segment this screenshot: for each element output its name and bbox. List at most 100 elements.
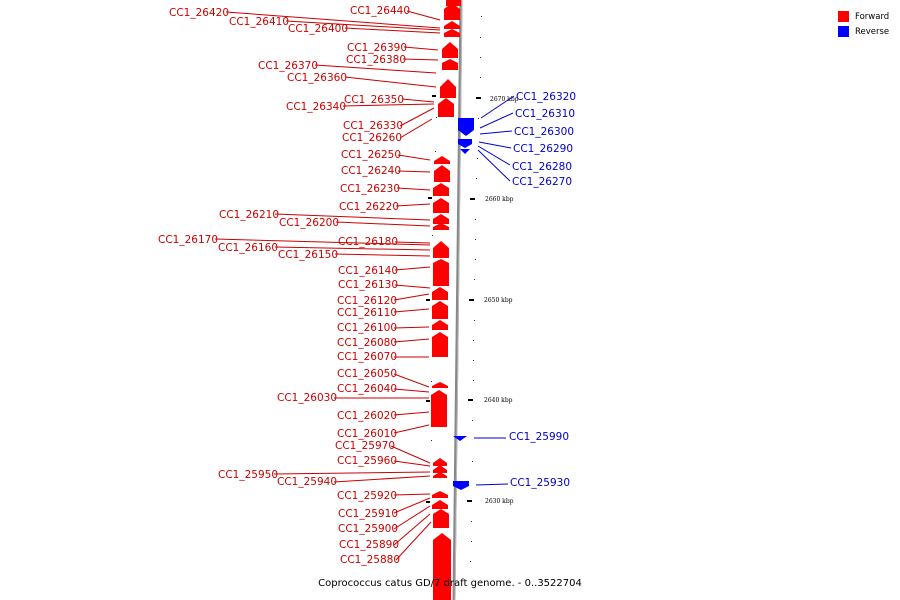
gene-label[interactable]: CC1_26300 xyxy=(514,126,574,138)
forward-gene-block[interactable] xyxy=(444,29,460,37)
gene-label[interactable]: CC1_26050 xyxy=(337,368,397,380)
scale-label: 2630 kbp xyxy=(485,498,514,505)
gene-label[interactable]: CC1_26400 xyxy=(288,23,348,35)
gene-label[interactable]: CC1_25880 xyxy=(340,554,400,566)
gene-label[interactable]: CC1_25910 xyxy=(338,508,398,520)
gene-label[interactable]: CC1_26160 xyxy=(218,242,278,254)
gene-label[interactable]: CC1_26100 xyxy=(337,322,397,334)
gene-label[interactable]: CC1_26410 xyxy=(229,16,289,28)
gene-label[interactable]: CC1_25900 xyxy=(338,523,398,535)
reverse-gene-labels xyxy=(474,95,515,486)
forward-gene-block[interactable] xyxy=(432,500,448,509)
gene-label[interactable]: CC1_26210 xyxy=(219,209,279,221)
gene-label[interactable]: CC1_26340 xyxy=(286,101,346,113)
gene-label[interactable]: CC1_25950 xyxy=(218,469,278,481)
gene-label[interactable]: CC1_26240 xyxy=(341,165,401,177)
forward-gene-block[interactable] xyxy=(433,472,447,478)
genome-backbone-highlight xyxy=(454,0,463,600)
gene-label[interactable]: CC1_26140 xyxy=(338,265,398,277)
forward-gene-block[interactable] xyxy=(433,458,447,466)
gene-label[interactable]: CC1_26120 xyxy=(337,295,397,307)
gene-label[interactable]: CC1_25940 xyxy=(277,476,337,488)
forward-gene-block[interactable] xyxy=(442,42,458,58)
forward-gene-block[interactable] xyxy=(431,390,447,427)
forward-gene-block[interactable] xyxy=(433,465,447,473)
legend: Forward Reverse xyxy=(838,9,889,39)
gene-label[interactable]: CC1_25930 xyxy=(510,477,570,489)
gene-label[interactable]: CC1_26170 xyxy=(158,234,218,246)
gene-label[interactable]: CC1_26250 xyxy=(341,149,401,161)
gene-label[interactable]: CC1_26320 xyxy=(516,91,576,103)
gene-label[interactable]: CC1_26310 xyxy=(515,108,575,120)
forward-gene-block[interactable] xyxy=(444,21,460,29)
forward-gene-block[interactable] xyxy=(432,320,448,330)
gene-label[interactable]: CC1_26440 xyxy=(350,5,410,17)
gene-label[interactable]: CC1_26280 xyxy=(512,161,572,173)
gene-label[interactable]: CC1_26030 xyxy=(277,392,337,404)
scale-label: 2660 kbp xyxy=(485,196,514,203)
gene-label[interactable]: CC1_26020 xyxy=(337,410,397,422)
gene-label[interactable]: CC1_26070 xyxy=(337,351,397,363)
forward-gene-block[interactable] xyxy=(433,223,449,230)
gene-label[interactable]: CC1_26350 xyxy=(344,94,404,106)
forward-gene-block[interactable] xyxy=(433,509,449,528)
gene-label[interactable]: CC1_26200 xyxy=(279,217,339,229)
forward-gene-block[interactable] xyxy=(442,59,458,70)
forward-gene-block[interactable] xyxy=(434,156,450,164)
forward-gene-block[interactable] xyxy=(433,259,449,286)
forward-gene-block[interactable] xyxy=(440,79,456,98)
gene-label[interactable]: CC1_25990 xyxy=(509,431,569,443)
forward-gene-block[interactable] xyxy=(432,287,448,300)
reverse-swatch xyxy=(838,26,849,37)
gene-label[interactable]: CC1_25970 xyxy=(335,440,395,452)
forward-gene-block[interactable] xyxy=(434,165,450,182)
scale-minor-ticks xyxy=(431,16,482,562)
gene-label[interactable]: CC1_26080 xyxy=(337,337,397,349)
forward-gene-block[interactable] xyxy=(433,214,449,224)
reverse-gene-block[interactable] xyxy=(458,139,472,148)
gene-label[interactable]: CC1_26010 xyxy=(337,428,397,440)
gene-label[interactable]: CC1_26360 xyxy=(287,72,347,84)
legend-forward-label: Forward xyxy=(855,11,890,22)
scale-major-ticks xyxy=(426,95,481,503)
scale-labels: 2670 kbp 2660 kbp 2650 kbp 2640 kbp 2630… xyxy=(484,96,519,505)
gene-label[interactable]: CC1_26220 xyxy=(339,201,399,213)
reverse-gene-label-texts: CC1_26320 CC1_26310 CC1_26300 CC1_26290 … xyxy=(509,91,576,489)
forward-gene-block[interactable] xyxy=(444,3,460,20)
gene-label[interactable]: CC1_25890 xyxy=(339,539,399,551)
forward-gene-block[interactable] xyxy=(433,198,449,213)
forward-swatch xyxy=(838,11,849,22)
gene-label[interactable]: CC1_25920 xyxy=(337,490,397,502)
scale-label: 2650 kbp xyxy=(484,297,513,304)
gene-label[interactable]: CC1_25960 xyxy=(337,455,397,467)
reverse-gene-block[interactable] xyxy=(458,118,474,136)
gene-label[interactable]: CC1_26290 xyxy=(513,143,573,155)
forward-gene-block[interactable] xyxy=(446,0,461,6)
gene-label[interactable]: CC1_26180 xyxy=(338,236,398,248)
forward-gene-block[interactable] xyxy=(433,241,449,258)
reverse-gene-block[interactable] xyxy=(453,481,469,490)
gene-label[interactable]: CC1_26230 xyxy=(340,183,400,195)
forward-gene-block[interactable] xyxy=(432,332,448,357)
gene-label[interactable]: CC1_26130 xyxy=(338,279,398,291)
forward-gene-label-texts: CC1_26440 CC1_26420 CC1_26410 CC1_26400 … xyxy=(158,5,410,566)
gene-label[interactable]: CC1_26420 xyxy=(169,7,229,19)
gene-label[interactable]: CC1_26040 xyxy=(337,383,397,395)
reverse-gene-block[interactable] xyxy=(460,149,470,154)
gene-label[interactable]: CC1_26270 xyxy=(512,176,572,188)
forward-gene-block[interactable] xyxy=(432,301,448,319)
forward-gene-block[interactable] xyxy=(432,491,448,498)
forward-gene-block[interactable] xyxy=(438,98,454,117)
gene-label[interactable]: CC1_26150 xyxy=(278,249,338,261)
reverse-gene-block[interactable] xyxy=(453,436,467,441)
gene-label[interactable]: CC1_26330 xyxy=(343,120,403,132)
forward-gene-block[interactable] xyxy=(433,533,451,600)
gene-label[interactable]: CC1_26380 xyxy=(346,54,406,66)
gene-label[interactable]: CC1_26370 xyxy=(258,60,318,72)
forward-gene-block[interactable] xyxy=(433,183,449,196)
gene-label[interactable]: CC1_26390 xyxy=(347,42,407,54)
gene-label[interactable]: CC1_26260 xyxy=(342,132,402,144)
forward-gene-block[interactable] xyxy=(432,382,448,388)
gene-label[interactable]: CC1_26110 xyxy=(337,307,397,319)
